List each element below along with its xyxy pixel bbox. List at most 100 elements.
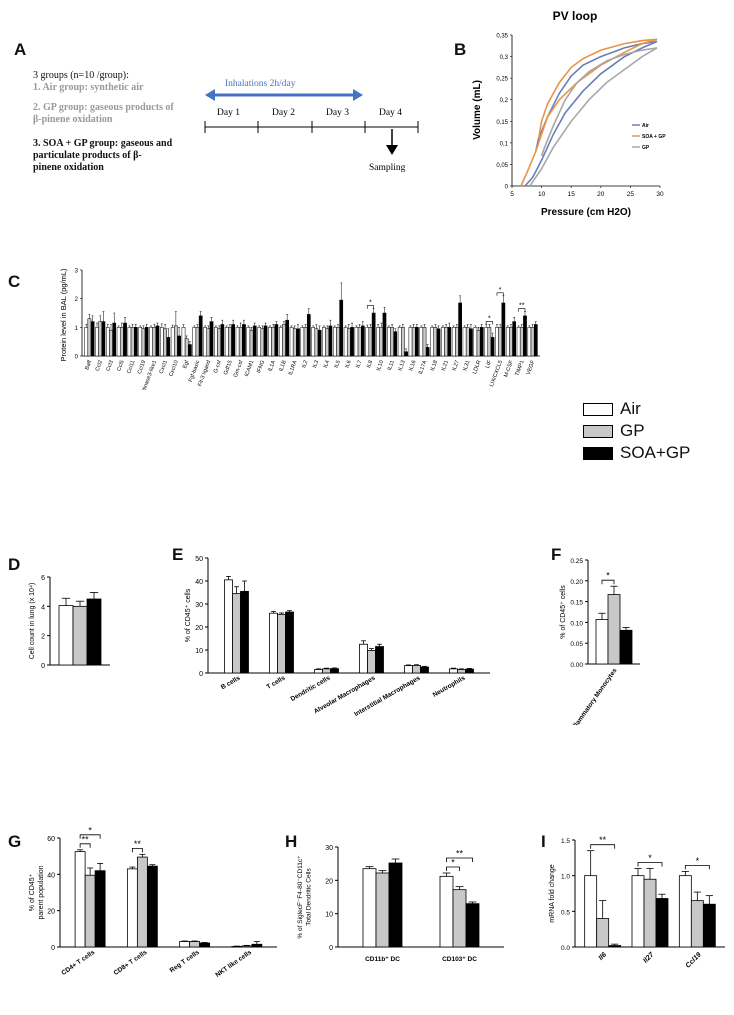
bar — [240, 590, 249, 674]
category-label: IL17A — [418, 359, 429, 375]
bar — [188, 344, 192, 357]
category-label: Ccl19 — [137, 360, 147, 375]
legend-swatch-gp — [583, 425, 613, 438]
y-tick-label: 0,25 — [496, 77, 508, 83]
x-tick-label: 30 — [656, 191, 664, 198]
day-label-1: Day 1 — [217, 108, 240, 118]
schema-item-gp: 2. GP group: gaseous products of — [33, 102, 174, 113]
category-label: IL27 — [452, 360, 461, 372]
bar — [439, 875, 454, 948]
bar — [105, 327, 110, 357]
bar — [375, 646, 384, 674]
bar — [527, 327, 532, 357]
category-label: Ccl2 — [95, 360, 104, 372]
bar — [87, 318, 92, 357]
significance-bracket — [496, 292, 504, 296]
bar — [181, 327, 186, 357]
significance-bracket — [518, 308, 526, 312]
y-tick-label: 0.5 — [561, 909, 570, 916]
bar — [235, 327, 240, 357]
bar — [422, 327, 427, 357]
bar — [631, 875, 645, 948]
bar — [300, 327, 305, 357]
bar — [476, 329, 481, 357]
bar — [224, 327, 229, 357]
bar — [170, 327, 175, 357]
y-axis-label-line: parent population — [38, 865, 45, 919]
significance-bracket — [131, 847, 143, 853]
y-axis-label-line: % of SiglecF⁻F4-80⁻CD11c⁺ — [297, 855, 304, 939]
bar — [74, 851, 86, 948]
bar — [350, 327, 354, 357]
bar — [94, 870, 106, 948]
y-tick-label: 0.25 — [570, 558, 583, 565]
bar — [116, 327, 121, 357]
legend-swatch-soa-gp — [583, 447, 613, 460]
category-label: IL31 — [462, 360, 471, 372]
day-label-3: Day 3 — [326, 108, 349, 118]
bar — [465, 327, 470, 357]
y-tick-label: 0,1 — [500, 141, 509, 147]
bar — [189, 941, 201, 948]
bar — [608, 945, 622, 948]
y-tick-label: 0.10 — [570, 620, 583, 627]
y-tick-label: 0,3 — [500, 55, 509, 61]
bar — [231, 946, 243, 948]
bar — [192, 327, 197, 357]
x-tick-label: 15 — [568, 191, 576, 198]
bar — [160, 327, 164, 357]
category-label: IL8 — [366, 360, 374, 369]
bar — [362, 868, 377, 948]
bar — [249, 329, 254, 357]
bar — [58, 605, 74, 666]
y-tick-label: 1.0 — [561, 874, 570, 881]
bar — [271, 327, 276, 357]
cd45-cells-chart: 0 10 20 30 40 50 % of CD45⁺ cells B cells T cell… — [185, 556, 490, 718]
bar — [339, 299, 344, 357]
pv-inflation-line — [529, 47, 658, 187]
bar — [509, 327, 513, 357]
bar — [84, 874, 96, 948]
bar — [458, 302, 462, 357]
bar — [90, 321, 95, 357]
day-label-4: Day 4 — [379, 108, 402, 118]
significance-bracket — [590, 844, 616, 849]
y-tick-label: 50 — [195, 556, 203, 563]
legend-label-air: Air — [620, 399, 641, 418]
category-label: Dendritic cells — [290, 674, 332, 702]
y-axis-label: Protein level in BAL (pg/mL) — [59, 268, 68, 362]
category-label: TIMP1 — [514, 360, 525, 377]
bar — [465, 668, 474, 674]
bar — [263, 325, 268, 357]
bar — [123, 322, 127, 357]
category-label: IL1RA — [288, 359, 299, 376]
category-label: Cxcl10 — [168, 360, 179, 378]
x-tick-label: 5 — [510, 191, 514, 198]
y-axis-label: % of CD45⁺ cells — [560, 585, 567, 639]
category-label: IL1B — [278, 359, 288, 372]
bar — [447, 327, 452, 357]
schema-item-soa: 3. SOA + GP group: gaseous and — [33, 138, 173, 149]
category-label: VEGF — [526, 359, 537, 376]
bar — [199, 942, 211, 948]
bar — [408, 327, 413, 357]
bar — [519, 327, 524, 357]
significance-mark: * — [499, 287, 502, 294]
panel-letter-c: C — [8, 272, 21, 291]
bar — [462, 327, 467, 357]
bar — [449, 668, 458, 674]
y-tick-label: 0 — [329, 945, 333, 952]
category-label: IL2 — [301, 360, 309, 369]
bar — [512, 321, 517, 357]
bar — [495, 327, 499, 357]
pv-loop-chart: PV loop 0 0,05 0,1 0,15 0,2 0,25 0,3 0,35 5 10 15 20… — [472, 9, 666, 218]
y-axis-label: Cell count in lung (x 10⁴) — [29, 583, 36, 660]
significance-bracket — [684, 864, 710, 870]
category-label: IL18 — [430, 360, 439, 372]
bar — [397, 327, 402, 357]
bar — [473, 327, 478, 357]
dendritic-cells-chart: 0 10 20 30 % of SiglecF⁻F4-80⁻CD11c⁺ Total De… — [297, 845, 504, 963]
bar — [343, 327, 348, 357]
bar — [523, 315, 527, 357]
category-label: LDLR — [472, 360, 482, 375]
